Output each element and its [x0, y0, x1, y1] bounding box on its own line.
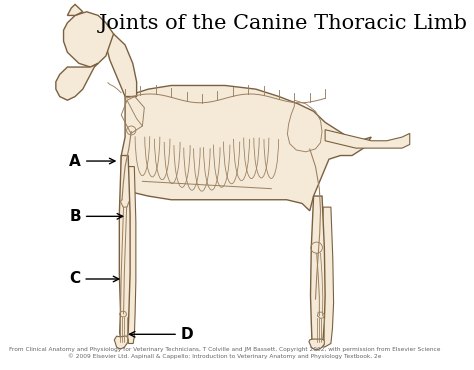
Text: Joints of the Canine Thoracic Limb: Joints of the Canine Thoracic Limb	[99, 14, 467, 33]
Text: D: D	[129, 327, 193, 342]
Text: B: B	[69, 209, 123, 224]
Text: From Clinical Anatomy and Physiology for Veterinary Technicians, T Colville and : From Clinical Anatomy and Physiology for…	[9, 347, 441, 359]
Polygon shape	[320, 207, 334, 347]
Polygon shape	[325, 130, 410, 148]
Polygon shape	[114, 336, 128, 349]
Polygon shape	[64, 12, 114, 67]
Polygon shape	[119, 155, 130, 343]
Polygon shape	[309, 339, 324, 350]
Polygon shape	[121, 85, 371, 211]
Polygon shape	[310, 196, 325, 347]
Text: A: A	[69, 154, 115, 169]
Text: C: C	[69, 272, 119, 286]
Polygon shape	[56, 63, 98, 100]
Polygon shape	[106, 34, 137, 97]
Polygon shape	[126, 166, 136, 343]
Polygon shape	[67, 4, 83, 16]
